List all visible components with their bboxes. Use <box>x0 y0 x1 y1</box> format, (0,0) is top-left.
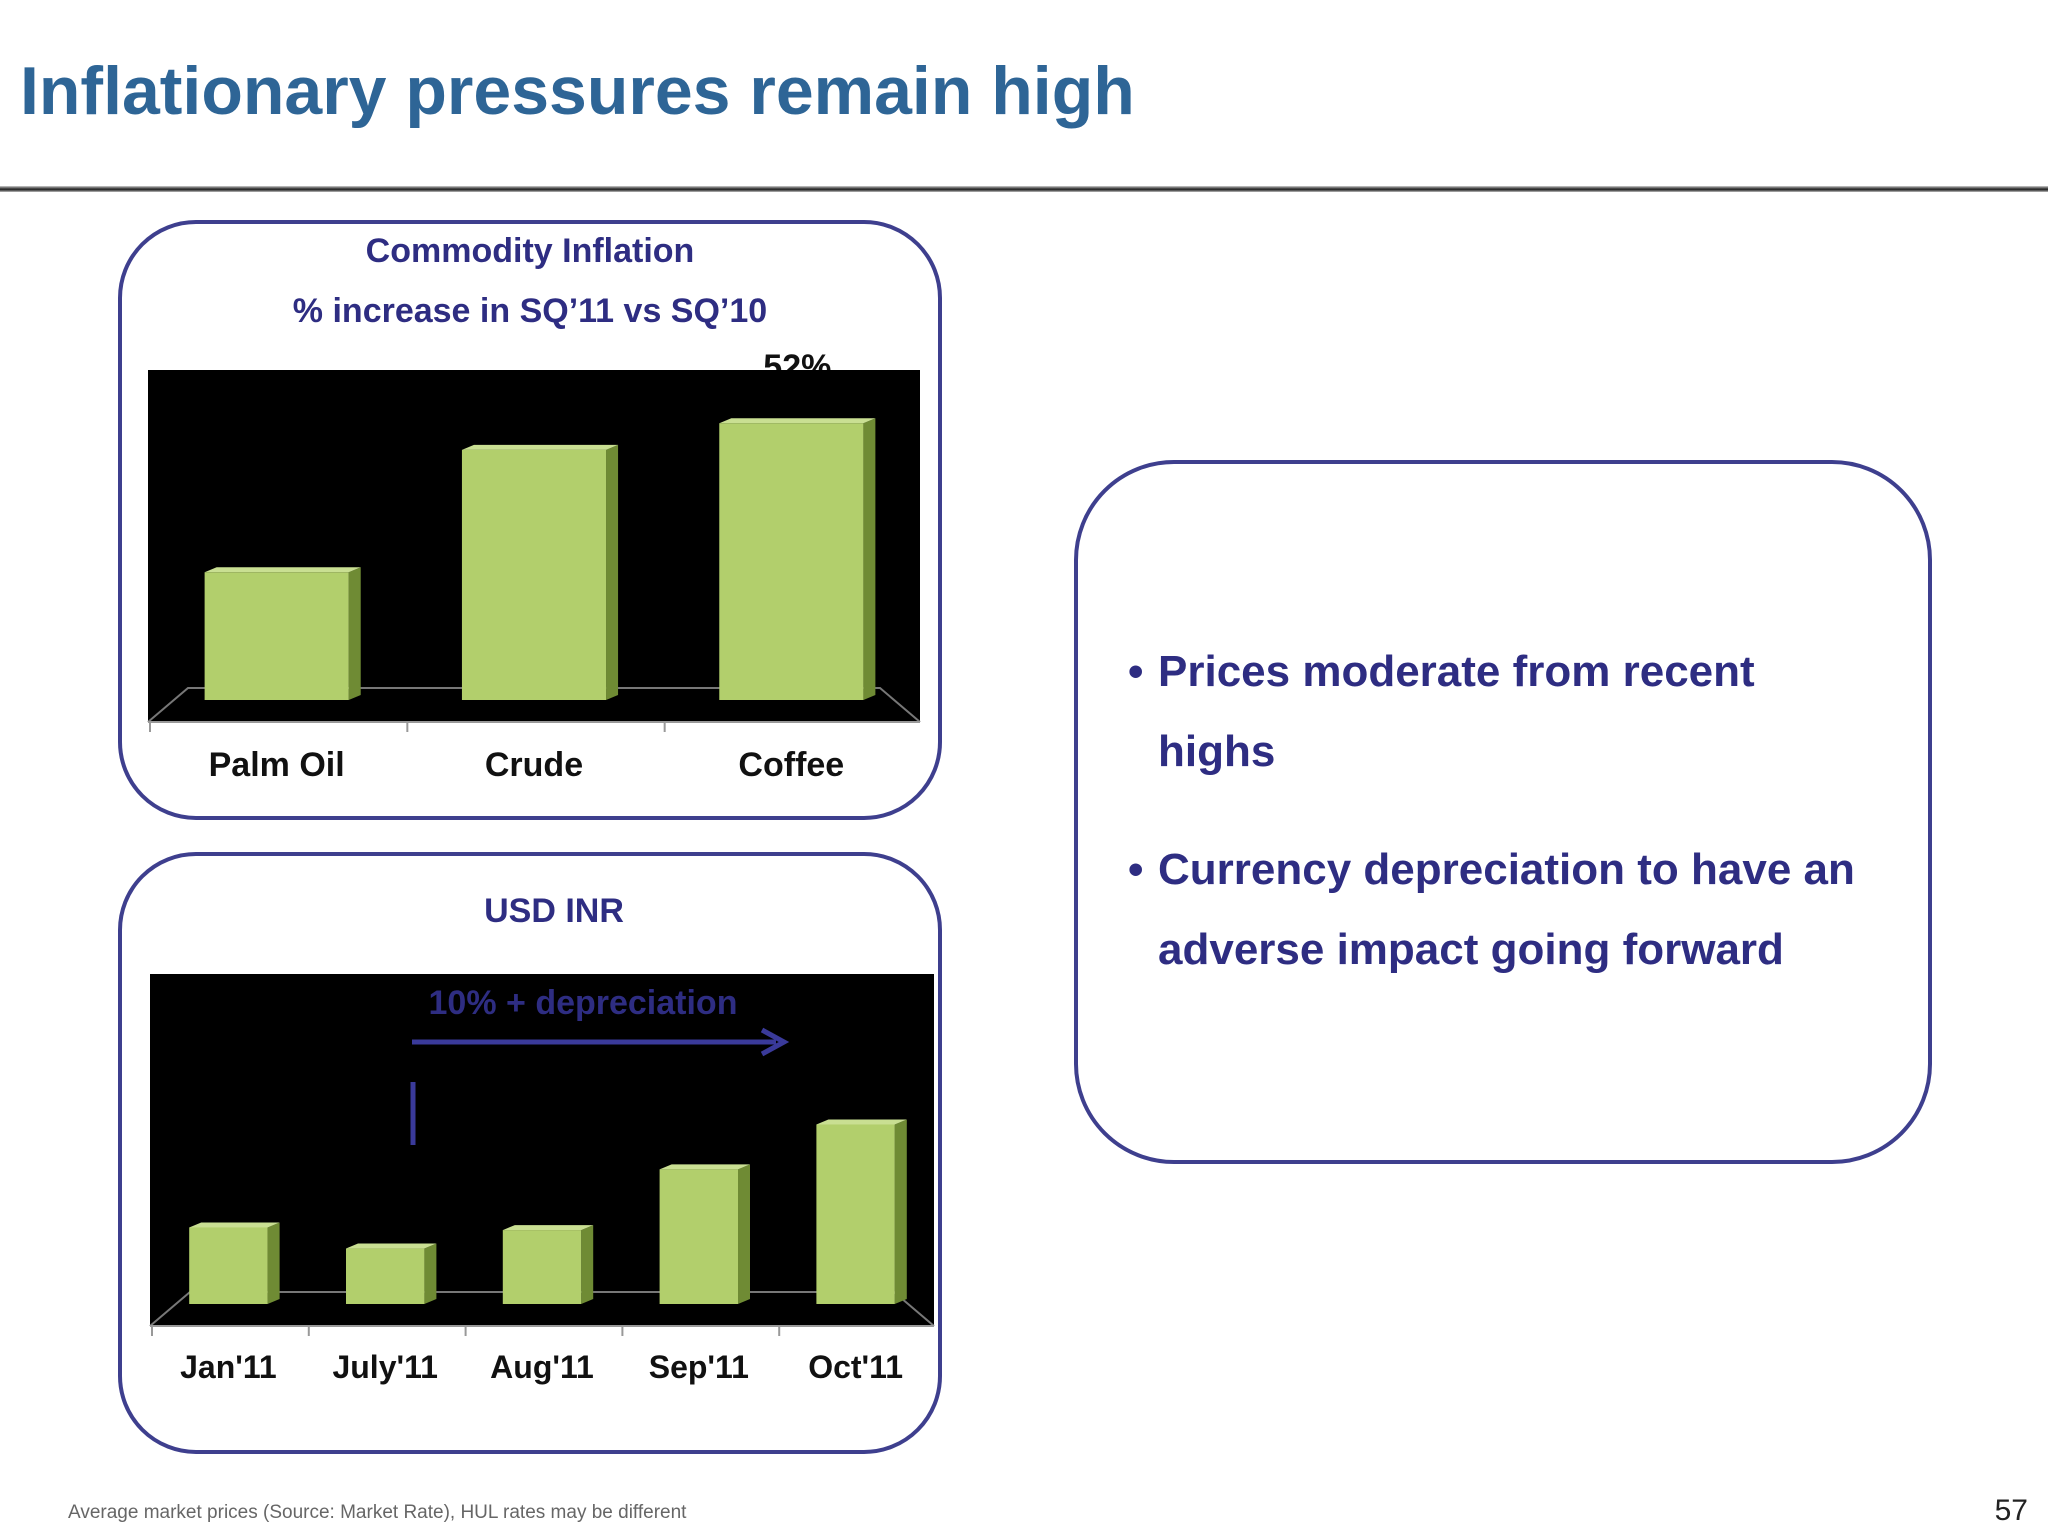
bar-top <box>816 1119 907 1125</box>
bar-crude <box>461 444 619 700</box>
bullet-prices-moderate: • Prices moderate from recent highs <box>1128 632 1888 792</box>
bullet-currency-depreciation: • Currency depreciation to have an advers… <box>1128 830 1888 990</box>
page-number: 57 <box>1994 1494 2028 1527</box>
slide-title: Inflationary pressures remain high <box>20 53 1135 129</box>
tick-label-crude: Crude <box>485 746 583 784</box>
bar-front <box>204 572 349 700</box>
tick-label-july-11: July'11 <box>332 1349 437 1385</box>
key-points-panel <box>1074 460 1932 1164</box>
bar-front <box>346 1248 425 1304</box>
bar-top <box>189 1222 280 1228</box>
bar-palm-oil <box>204 567 361 700</box>
bar-side <box>267 1222 280 1304</box>
bar-sep-11 <box>659 1164 750 1304</box>
depreciation-arrowhead <box>760 1027 790 1057</box>
bar-side <box>348 567 361 700</box>
bar-front <box>189 1227 268 1304</box>
depreciation-annotation-text: 10% + depreciation <box>429 984 738 1022</box>
bar-top <box>346 1243 437 1249</box>
bar-side <box>738 1164 750 1304</box>
bar-front <box>719 423 864 700</box>
bar-jan-11 <box>189 1222 280 1304</box>
tick-label-palm-oil: Palm Oil <box>209 746 345 784</box>
bar-side <box>581 1225 594 1304</box>
bar-top <box>204 567 361 573</box>
bullet-marker: • <box>1128 845 1144 894</box>
depreciation-annotation: 10% + depreciation <box>410 984 790 1145</box>
tick-label-sep-11: Sep'11 <box>649 1349 749 1385</box>
bar-front <box>502 1230 582 1304</box>
bar-top <box>461 444 619 450</box>
commodity-chart-subtitle: % increase in SQ’11 vs SQ’10 <box>292 292 768 330</box>
usd-inr-chart-title: USD INR <box>484 892 624 930</box>
bar-oct-11 <box>816 1119 907 1304</box>
tick-label-coffee: Coffee <box>738 746 844 784</box>
bar-front <box>816 1124 895 1304</box>
tick-label-jan-11: Jan'11 <box>180 1349 277 1385</box>
bar-top <box>659 1164 750 1170</box>
bar-top <box>719 418 876 424</box>
bullet-text: Prices moderate from recent highs <box>1158 647 1755 776</box>
bar-side <box>863 418 876 700</box>
bar-side <box>424 1243 437 1304</box>
bar-front <box>461 449 607 700</box>
source-footnote: Average market prices (Source: Market Ra… <box>68 1502 687 1523</box>
tick-label-aug-11: Aug'11 <box>490 1349 594 1385</box>
bar-coffee <box>719 418 876 700</box>
bar-side <box>894 1119 907 1304</box>
commodity-chart-title: Commodity Inflation <box>365 232 695 270</box>
bullet-marker: • <box>1128 647 1144 696</box>
bar-top <box>502 1225 594 1231</box>
bar-front <box>659 1169 738 1304</box>
title-divider <box>0 186 2048 192</box>
tick-label-oct-11: Oct'11 <box>808 1349 903 1385</box>
bullet-text: Currency depreciation to have an adverse… <box>1158 845 1855 974</box>
bar-aug-11 <box>502 1225 594 1304</box>
bar-july-11 <box>346 1243 437 1304</box>
bar-side <box>606 444 619 700</box>
